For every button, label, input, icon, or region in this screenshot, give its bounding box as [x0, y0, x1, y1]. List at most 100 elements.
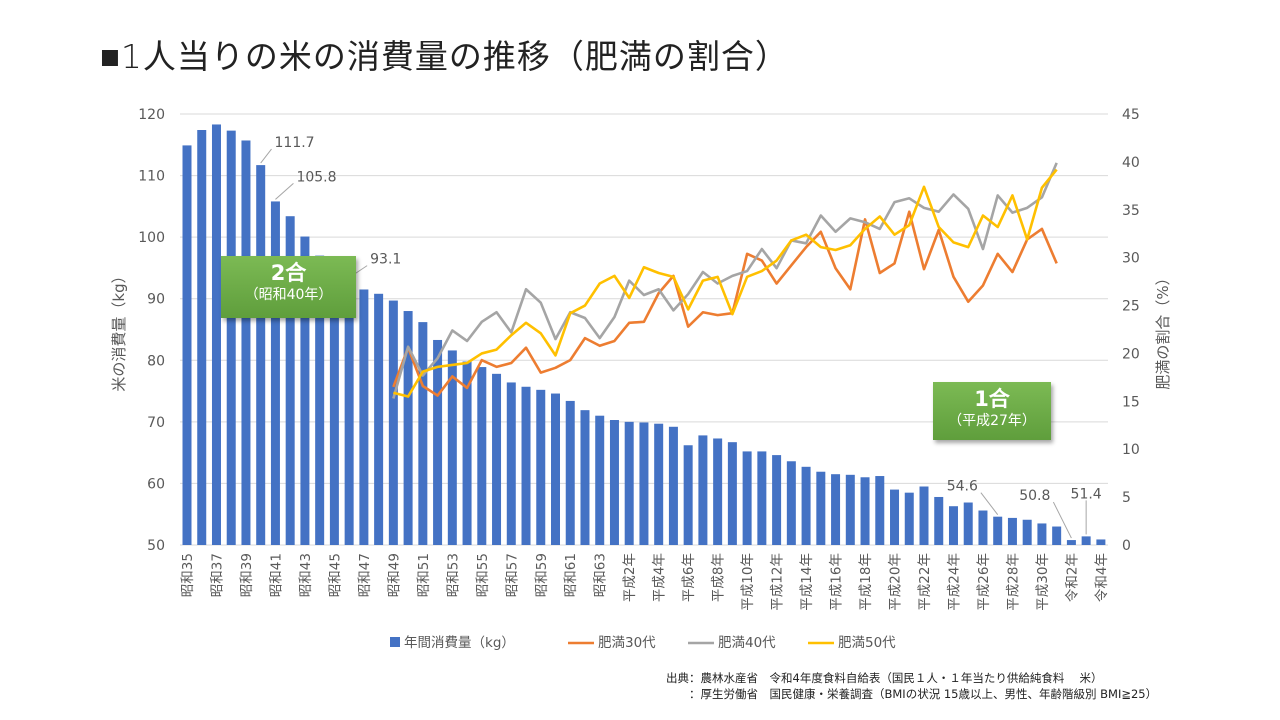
bar [1096, 539, 1106, 545]
y2-tick-label: 45 [1122, 107, 1140, 123]
page-title: ■1人当りの米の消費量の推移（肥満の割合） [100, 37, 789, 76]
x-tick-label: 昭和47 [357, 553, 373, 597]
data-label-leader [275, 183, 294, 200]
data-label: 105.8 [296, 169, 336, 185]
legend-label: 肥満50代 [838, 635, 896, 651]
x-tick-label: 昭和63 [593, 553, 609, 597]
y-axis-title: 米の消費量（kg） [110, 268, 128, 391]
y2-tick-label: 5 [1122, 490, 1131, 506]
bar [845, 474, 855, 545]
x-tick-label: 昭和57 [504, 553, 520, 597]
x-tick-label: 平成8年 [711, 553, 727, 602]
x-tick-label: 昭和41 [268, 553, 284, 597]
y-tick-label: 60 [147, 476, 165, 492]
legend-label: 肥満40代 [718, 635, 776, 651]
x-tick-label: 昭和61 [563, 553, 579, 597]
y2-tick-label: 15 [1122, 394, 1140, 410]
callout-1go-sub: （平成27年） [948, 413, 1036, 429]
bar [595, 415, 605, 545]
bar [875, 476, 885, 545]
x-tick-label: 昭和39 [239, 553, 255, 597]
bar [241, 140, 251, 545]
bar [1066, 540, 1076, 545]
bar [698, 435, 708, 545]
y2-axis-title: 肥満の割合（%） [1154, 270, 1172, 389]
legend-label: 肥満30代 [598, 635, 656, 651]
bar [713, 438, 723, 545]
bar [433, 339, 443, 545]
y-tick-label: 120 [138, 107, 165, 123]
bar [1052, 526, 1062, 545]
x-tick-label: 昭和55 [475, 553, 491, 597]
bar [285, 216, 295, 546]
y2-tick-label: 20 [1122, 346, 1140, 362]
x-tick-label: 平成30年 [1035, 553, 1051, 611]
line-series-40 [392, 162, 1058, 399]
bar [948, 506, 958, 545]
bar [536, 389, 546, 545]
bar [226, 130, 236, 546]
x-tick-label: 昭和49 [386, 553, 402, 597]
x-tick-label: 平成16年 [829, 553, 845, 611]
bar [963, 502, 973, 545]
y-tick-label: 100 [138, 230, 165, 246]
bar [757, 451, 767, 545]
bar [580, 410, 590, 545]
x-tick-label: 平成24年 [946, 553, 962, 611]
bar [447, 350, 457, 545]
bar [609, 420, 619, 545]
bar [374, 293, 384, 545]
bar [639, 422, 649, 545]
x-tick-label: 令和2年 [1064, 553, 1080, 602]
source-line-1: 出典：農林水産省 令和4年度食料自給表（国民１人・１年当たり供給純食料 米） [666, 671, 1103, 685]
bar [904, 492, 914, 545]
y2-tick-label: 10 [1122, 442, 1140, 458]
y2-tick-label: 25 [1122, 299, 1140, 315]
bar [831, 474, 841, 545]
x-tick-label: 昭和53 [445, 553, 461, 597]
x-tick-label: 平成2年 [622, 553, 638, 602]
x-tick-label: 平成10年 [740, 553, 756, 611]
bar [521, 386, 531, 545]
x-tick-label: 平成28年 [1005, 553, 1021, 611]
bar [683, 445, 693, 545]
y2-tick-label: 40 [1122, 155, 1140, 171]
bar [890, 489, 900, 545]
y2-tick-label: 35 [1122, 203, 1140, 219]
callout-2go-sub: （昭和40年） [244, 287, 333, 303]
data-label-leader [980, 492, 999, 515]
bar [551, 393, 560, 545]
bar [492, 373, 502, 545]
bar [256, 165, 266, 545]
bar [772, 455, 782, 545]
source-note: 出典：農林水産省 令和4年度食料自給表（国民１人・１年当たり供給純食料 米） ：… [666, 670, 1157, 702]
data-label-leader [260, 148, 272, 164]
bar [388, 300, 398, 545]
bar [978, 510, 988, 545]
x-tick-label: 令和4年 [1094, 553, 1110, 602]
x-tick-label: 平成20年 [888, 553, 904, 611]
bar [315, 255, 325, 545]
bar [300, 236, 310, 545]
source-line-2: ：厚生労働省 国民健康・栄養調査（BMIの状況 15歳以上、男性、年齢階級別 B… [666, 687, 1158, 701]
y-tick-label: 90 [147, 292, 165, 308]
bar [1081, 536, 1091, 545]
bar [624, 421, 634, 545]
callout-1go-title: 1合 [974, 387, 1010, 411]
x-tick-label: 昭和51 [416, 553, 432, 597]
callout-2go-title: 2合 [270, 261, 307, 285]
bar [462, 361, 472, 545]
x-tick-label: 平成26年 [976, 553, 992, 611]
bar [506, 382, 516, 545]
x-tick-label: 昭和45 [327, 553, 343, 597]
bar [919, 486, 929, 545]
data-label: 93.1 [370, 252, 401, 268]
x-tick-label: 平成6年 [681, 553, 697, 602]
bar [934, 496, 944, 545]
callout-2go: 2合 （昭和40年） [221, 256, 356, 318]
line-series-30 [392, 210, 1058, 397]
bar [668, 426, 678, 545]
y-tick-label: 70 [147, 415, 165, 431]
bar [727, 442, 737, 545]
